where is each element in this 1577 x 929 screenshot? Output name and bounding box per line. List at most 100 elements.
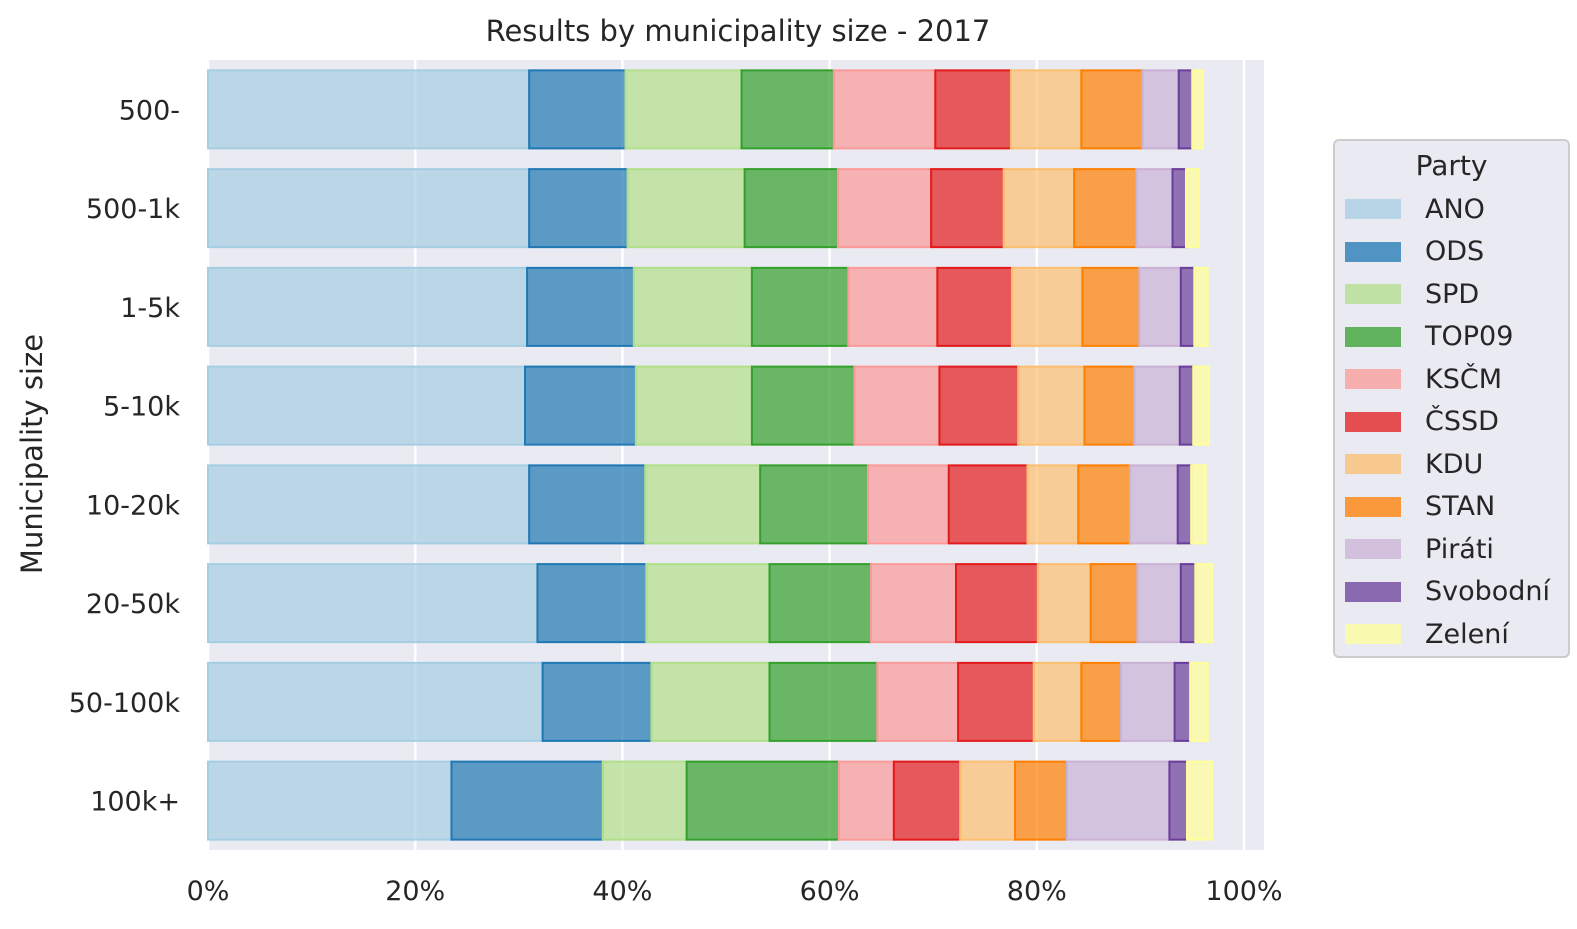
bar-segment bbox=[1080, 661, 1122, 742]
bar-segment bbox=[1186, 760, 1213, 841]
bar-segment bbox=[750, 266, 850, 347]
legend-item: TOP09 bbox=[1335, 316, 1568, 359]
legend-swatch bbox=[1345, 454, 1401, 475]
bar-segment bbox=[207, 266, 529, 347]
legend-item: ANO bbox=[1335, 188, 1568, 231]
legend-swatch bbox=[1345, 369, 1401, 390]
bar-segment bbox=[1036, 563, 1092, 644]
legend-item: KSČM bbox=[1335, 358, 1568, 401]
bar-segment bbox=[1065, 760, 1171, 841]
y-tick-label: 20-50k bbox=[86, 589, 180, 620]
bar-segment bbox=[1129, 464, 1179, 545]
bar-segment bbox=[645, 563, 771, 644]
bar-segment bbox=[207, 464, 531, 545]
bar-segment bbox=[1009, 69, 1083, 150]
legend-label: ANO bbox=[1425, 193, 1485, 225]
bar-segment bbox=[768, 661, 879, 742]
bar-segment bbox=[541, 661, 653, 742]
bar-segment bbox=[930, 168, 1005, 249]
bar-segment bbox=[954, 563, 1039, 644]
bar-segment bbox=[866, 464, 950, 545]
bar-segment bbox=[1173, 661, 1192, 742]
bar-segment bbox=[207, 661, 544, 742]
legend-swatch bbox=[1345, 581, 1401, 602]
x-tick-label: 0% bbox=[187, 876, 230, 907]
bar-segment bbox=[601, 760, 688, 841]
bar-segment bbox=[524, 365, 637, 446]
bar-segment bbox=[1135, 168, 1174, 249]
x-tick-label: 80% bbox=[1007, 876, 1067, 907]
bar-segment bbox=[644, 464, 762, 545]
bar-segment bbox=[1119, 661, 1176, 742]
bar-segment bbox=[768, 563, 873, 644]
legend-swatch bbox=[1345, 199, 1401, 220]
bar-segment bbox=[528, 168, 629, 249]
bar-segment bbox=[528, 69, 627, 150]
legend-label: ODS bbox=[1425, 236, 1485, 268]
bar-segment bbox=[207, 69, 531, 150]
bar-segment bbox=[876, 661, 960, 742]
bar-segment bbox=[207, 168, 531, 249]
bar-segment bbox=[1179, 266, 1196, 347]
bar-segment bbox=[1190, 464, 1207, 545]
bar-segment bbox=[847, 266, 939, 347]
legend-swatch bbox=[1345, 539, 1401, 560]
bar-segment bbox=[1026, 464, 1080, 545]
bar-segment bbox=[832, 69, 937, 150]
bar-segment bbox=[957, 661, 1035, 742]
legend-swatch bbox=[1345, 411, 1401, 432]
bar-segment bbox=[1017, 365, 1086, 446]
bar-segment bbox=[1194, 563, 1213, 644]
bar-segment bbox=[1080, 69, 1144, 150]
bar-segment bbox=[634, 365, 753, 446]
bar-segment bbox=[947, 464, 1029, 545]
bar-segment bbox=[526, 266, 635, 347]
legend-item: Svobodní bbox=[1335, 571, 1568, 614]
bar-segment bbox=[1191, 69, 1204, 150]
bar-segment bbox=[870, 563, 957, 644]
bar-segment bbox=[528, 464, 647, 545]
bar-segment bbox=[1193, 266, 1209, 347]
legend-items: ANO ODS SPD TOP09 KSČM ČSSD KDU STAN Piráti Svobo… bbox=[1335, 188, 1568, 656]
bar-segment bbox=[632, 266, 753, 347]
legend-label: KDU bbox=[1425, 448, 1484, 480]
bar-segment bbox=[837, 760, 895, 841]
legend-item: ODS bbox=[1335, 231, 1568, 274]
bar-segment bbox=[1010, 266, 1084, 347]
legend-item: Zelení bbox=[1335, 613, 1568, 656]
legend-label: Piráti bbox=[1425, 533, 1494, 565]
y-tick-label: 5-10k bbox=[103, 392, 180, 423]
bar-segment bbox=[743, 168, 839, 249]
y-tick-labels: 500- 500-1k 1-5k 5-10k 10-20k 20-50k 50-100k 10… bbox=[69, 95, 181, 817]
bar-segment bbox=[1133, 365, 1181, 446]
legend-swatch bbox=[1345, 284, 1401, 305]
bar-segment bbox=[450, 760, 604, 841]
bar-segment bbox=[750, 365, 856, 446]
bar-segment bbox=[740, 69, 835, 150]
legend-swatch bbox=[1345, 241, 1401, 262]
legend-item: Piráti bbox=[1335, 528, 1568, 571]
bar-segment bbox=[624, 69, 743, 150]
bar-segment bbox=[207, 365, 527, 446]
bar-segment bbox=[1089, 563, 1139, 644]
legend-item: SPD bbox=[1335, 273, 1568, 316]
legend-label: TOP09 bbox=[1425, 321, 1514, 353]
y-tick-label: 500-1k bbox=[86, 194, 180, 225]
bar-segment bbox=[1179, 563, 1197, 644]
x-tick-label: 100% bbox=[1205, 876, 1282, 907]
bar-segment bbox=[1081, 266, 1141, 347]
bar-segment bbox=[938, 365, 1020, 446]
bar-segment bbox=[1178, 365, 1195, 446]
legend-label: SPD bbox=[1425, 278, 1480, 310]
legend-item: STAN bbox=[1335, 486, 1568, 529]
legend-swatch bbox=[1345, 624, 1401, 645]
bar-segment bbox=[1077, 464, 1132, 545]
bar-segment bbox=[1184, 168, 1200, 249]
chart-title: Results by municipality size - 2017 bbox=[485, 14, 991, 48]
bar-segment bbox=[685, 760, 840, 841]
x-tick-label: 20% bbox=[385, 876, 445, 907]
legend-swatch bbox=[1345, 496, 1401, 517]
bar-segment bbox=[1073, 168, 1138, 249]
bar-segment bbox=[934, 69, 1012, 150]
